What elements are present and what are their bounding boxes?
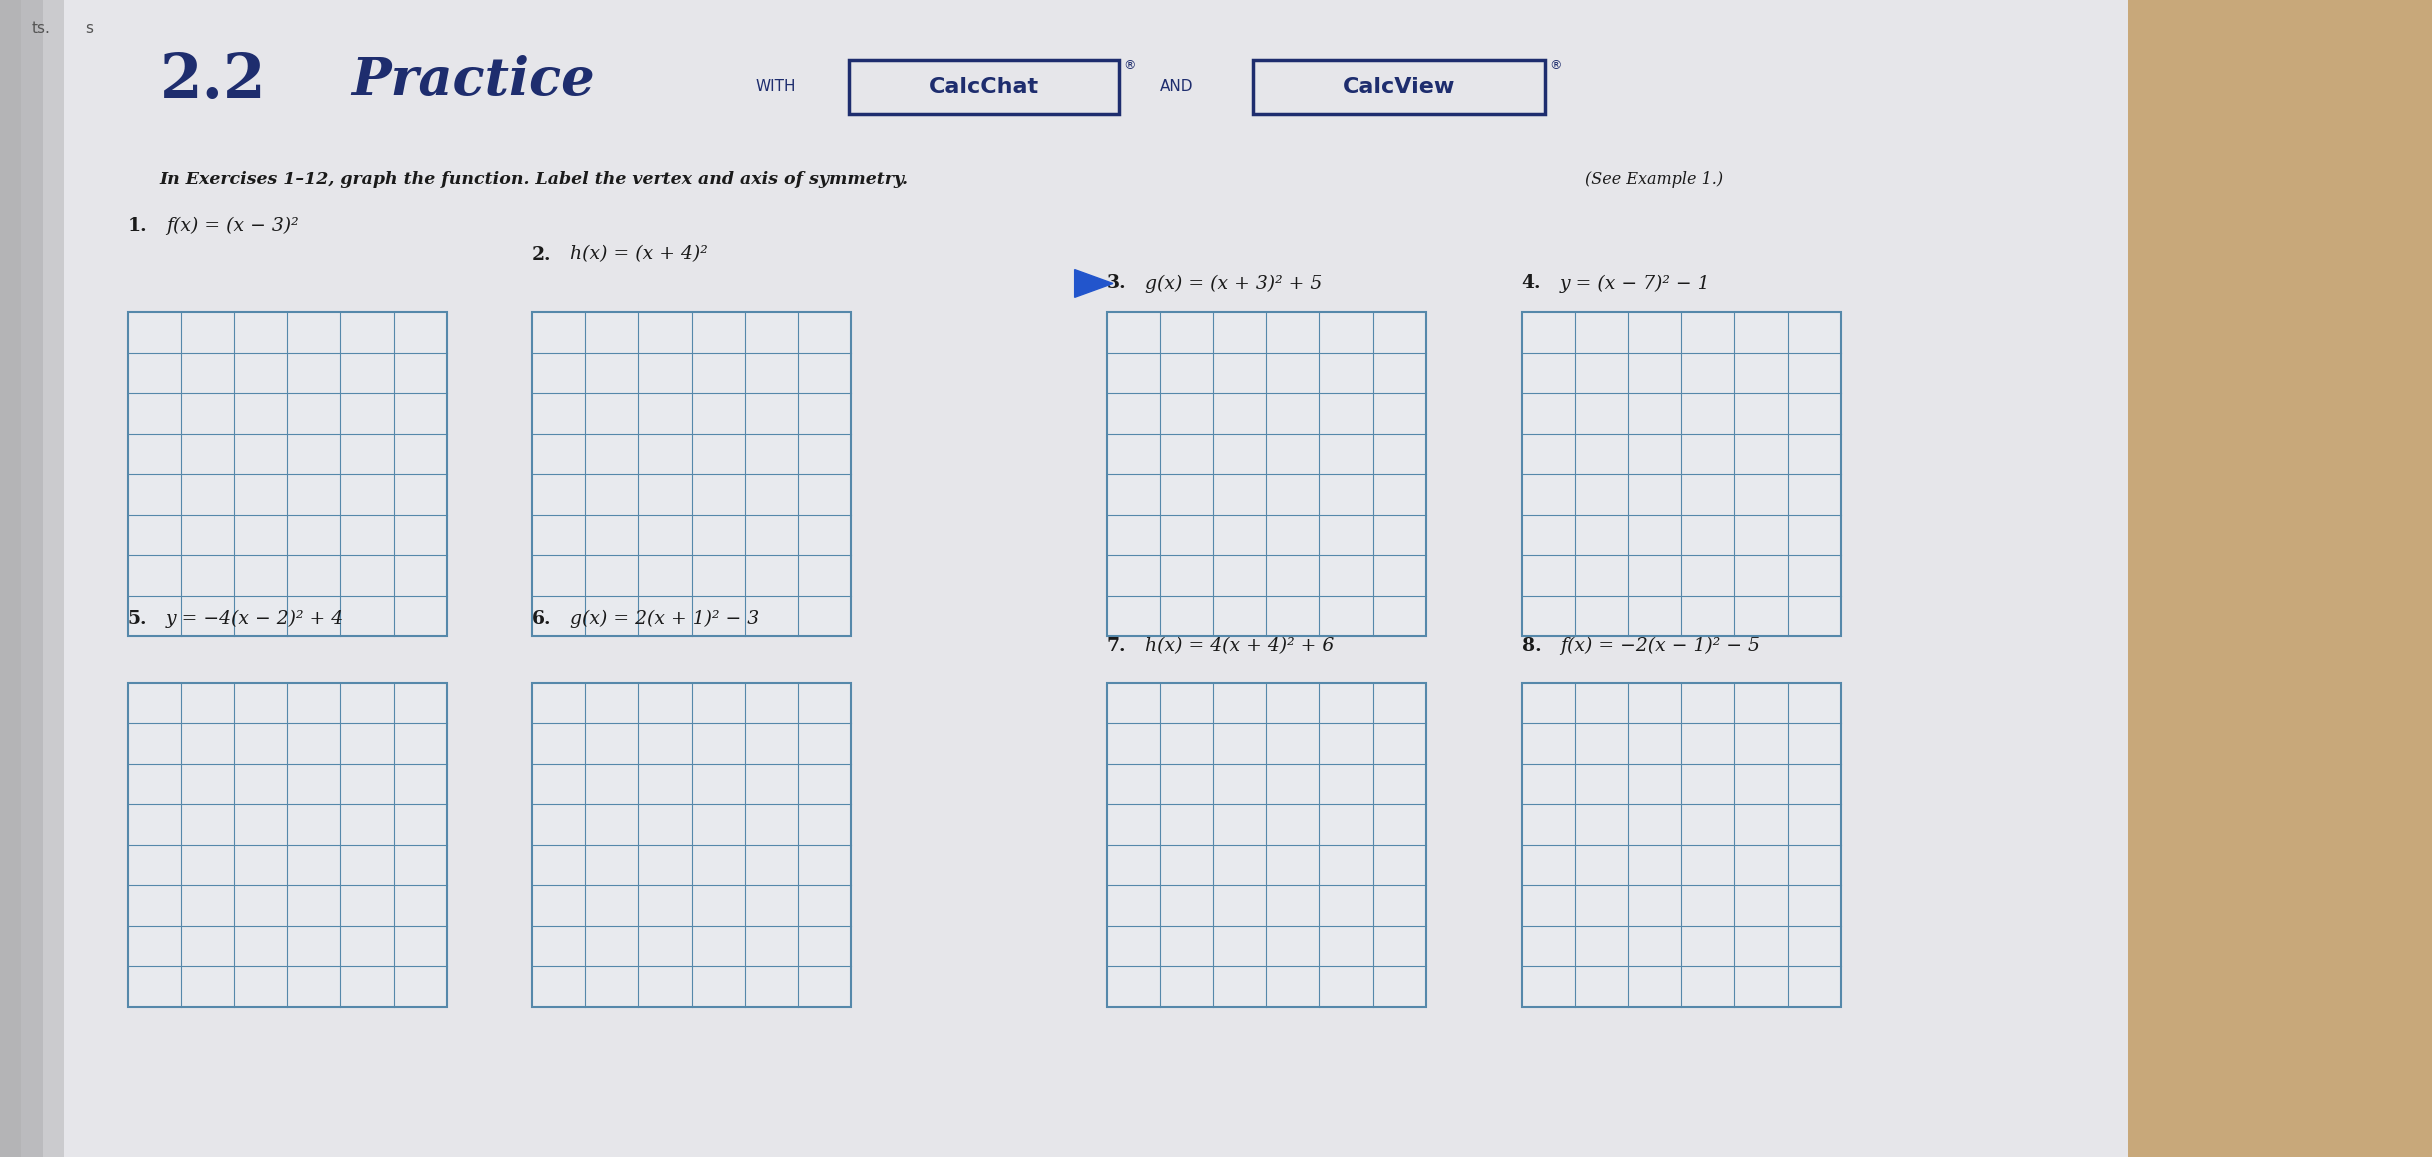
Bar (0, 0, 44, 1157)
Text: WITH: WITH (756, 80, 795, 94)
Text: ts.: ts. (32, 22, 51, 36)
Text: 4.: 4. (1522, 274, 1542, 293)
Polygon shape (1075, 270, 1114, 297)
Text: h(x) = (x + 4)²: h(x) = (x + 4)² (569, 245, 708, 264)
Text: y = −4(x − 2)² + 4: y = −4(x − 2)² + 4 (165, 610, 343, 628)
Text: g(x) = 2(x + 1)² − 3: g(x) = 2(x + 1)² − 3 (569, 610, 759, 628)
Text: h(x) = 4(x + 4)² + 6: h(x) = 4(x + 4)² + 6 (1145, 636, 1335, 655)
Text: Practice: Practice (350, 56, 596, 106)
Text: CalcChat: CalcChat (929, 76, 1038, 97)
Text: 6.: 6. (533, 610, 552, 628)
Bar (533, 312, 851, 636)
Text: y = (x − 7)² − 1: y = (x − 7)² − 1 (1559, 274, 1710, 293)
Text: f(x) = −2(x − 1)² − 5: f(x) = −2(x − 1)² − 5 (1559, 636, 1761, 655)
Text: 5.: 5. (126, 610, 148, 628)
Text: ®: ® (1549, 59, 1561, 73)
Text: 2.2: 2.2 (161, 51, 265, 111)
Text: 1.: 1. (126, 216, 148, 235)
Bar (126, 683, 447, 1007)
Text: (See Example 1.): (See Example 1.) (1586, 171, 1724, 187)
Text: AND: AND (1160, 80, 1194, 94)
Bar (533, 683, 851, 1007)
Text: ®: ® (1124, 59, 1136, 73)
Text: 8.: 8. (1522, 636, 1542, 655)
Text: f(x) = (x − 3)²: f(x) = (x − 3)² (165, 216, 299, 235)
Text: 3.: 3. (1107, 274, 1126, 293)
Bar (1522, 312, 1841, 636)
Bar (0, 0, 63, 1157)
Text: s: s (85, 22, 92, 36)
Bar (0, 0, 22, 1157)
Bar (1107, 312, 1425, 636)
Text: In Exercises 1–12, graph the function. Label the vertex and axis of symmetry.: In Exercises 1–12, graph the function. L… (161, 171, 910, 187)
Text: g(x) = (x + 3)² + 5: g(x) = (x + 3)² + 5 (1145, 274, 1323, 293)
Bar (1107, 683, 1425, 1007)
Text: 7.: 7. (1107, 636, 1126, 655)
Bar (1522, 683, 1841, 1007)
Text: CalcView: CalcView (1342, 76, 1454, 97)
Bar (126, 312, 447, 636)
Text: 2.: 2. (533, 245, 552, 264)
